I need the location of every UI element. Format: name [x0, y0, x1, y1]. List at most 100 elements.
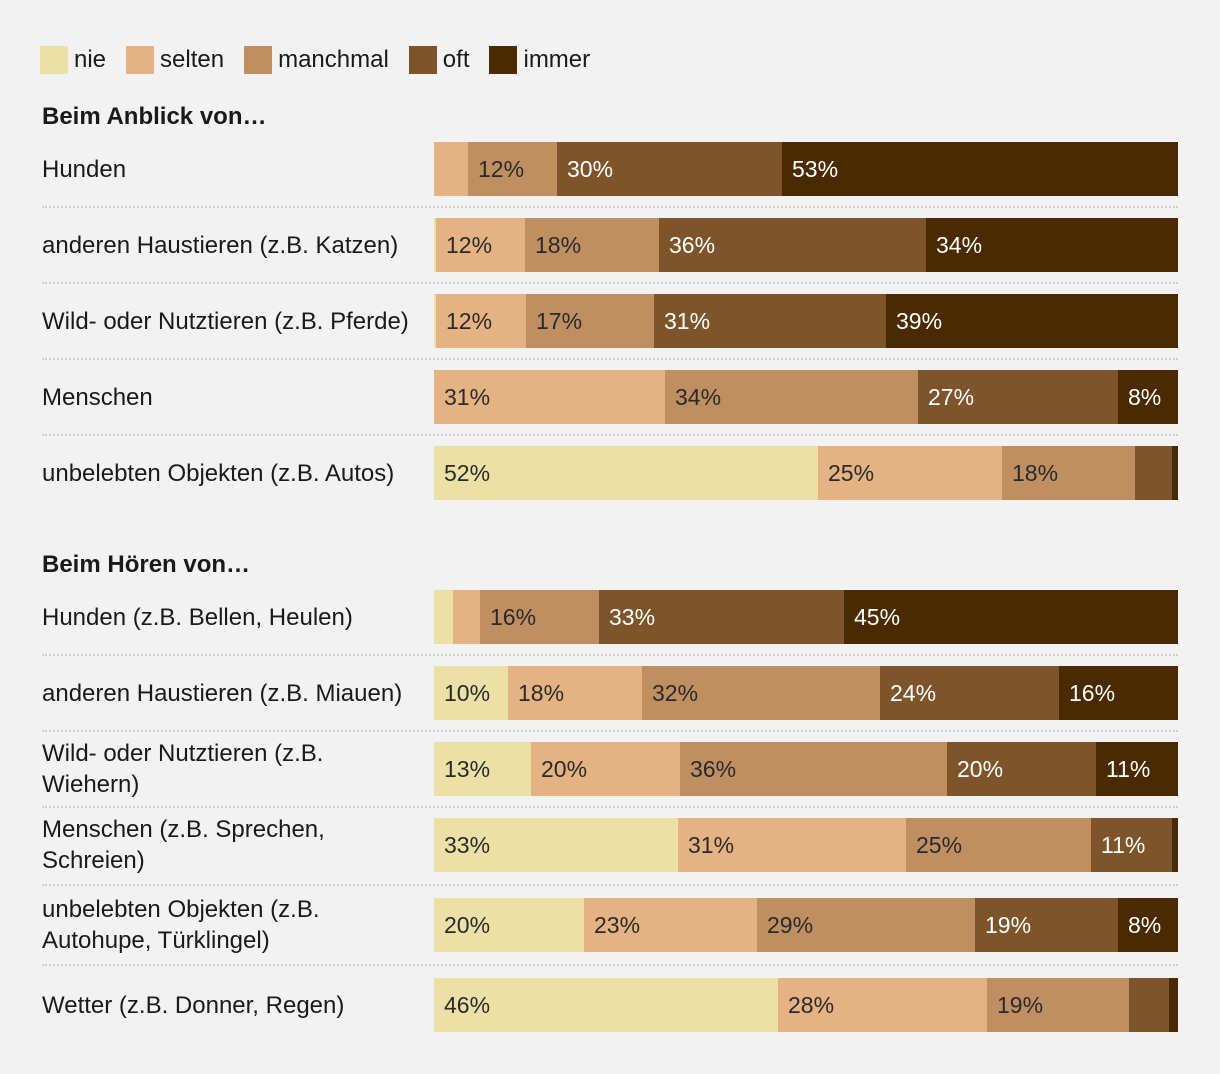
bar-segment-oft — [975, 898, 1118, 952]
bar-segment-selten — [436, 294, 526, 348]
segment-value-label: 18% — [1012, 460, 1059, 486]
row-separator — [42, 358, 1178, 360]
row-label: anderen Haustieren (z.B. Katzen) — [42, 231, 399, 259]
row-separator — [42, 206, 1178, 208]
legend-item-oft: oft — [408, 46, 469, 74]
segment-value-label: 19% — [997, 992, 1044, 1018]
bar-segment-nie — [434, 818, 678, 872]
bar-segment-manchmal — [525, 218, 659, 272]
stacked-bar: 46% 28% 19% — [434, 978, 1178, 1032]
row-separator — [42, 964, 1178, 966]
bar-segment-oft — [880, 666, 1059, 720]
segment-value-label: 20% — [541, 756, 588, 782]
segment-value-label: 34% — [936, 232, 983, 258]
bar-segment-manchmal — [665, 370, 918, 424]
stacked-bar: 13% 20% 36% 20% 11% — [434, 742, 1178, 796]
bar-segment-selten — [434, 142, 468, 196]
row-separator — [42, 282, 1178, 284]
bar-segment-immer — [1118, 898, 1178, 952]
row-label: Wild- oder Nutztieren (z.B. Pferde) — [42, 307, 409, 335]
bar-segment-manchmal — [468, 142, 557, 196]
row-separator — [42, 730, 1178, 732]
segment-value-label: 39% — [896, 308, 943, 334]
bar-segment-immer — [886, 294, 1178, 348]
legend-swatch-manchmal — [244, 46, 273, 74]
bar-segment-selten — [434, 370, 665, 424]
stacked-bar: 10% 18% 32% 24% 16% — [434, 666, 1178, 720]
bar-segment-manchmal — [680, 742, 947, 796]
segment-value-label: 32% — [652, 680, 699, 706]
segment-value-label: 12% — [446, 308, 493, 334]
row-label: Hunden — [42, 155, 127, 183]
bar-segment-immer — [926, 218, 1178, 272]
row-separator — [42, 434, 1178, 436]
stacked-bar: 12% 17% 31% 39% — [434, 294, 1178, 348]
segment-value-label: 53% — [792, 156, 839, 182]
bar-segment-immer — [1169, 978, 1178, 1032]
segment-value-label: 12% — [478, 156, 525, 182]
bar-segment-manchmal — [1002, 446, 1135, 500]
segment-value-label: 33% — [609, 604, 656, 630]
segment-value-label: 36% — [690, 756, 737, 782]
segment-value-label: 8% — [1128, 384, 1162, 410]
bar-segment-immer — [782, 142, 1178, 196]
segment-value-label: 34% — [675, 384, 722, 410]
segment-value-label: 23% — [594, 912, 641, 938]
bar-segment-nie — [434, 666, 508, 720]
bar-segment-manchmal — [757, 898, 975, 952]
bar-segment-selten — [531, 742, 680, 796]
segment-value-label: 8% — [1128, 912, 1162, 938]
segment-value-label: 13% — [444, 756, 491, 782]
segment-value-label: 18% — [535, 232, 582, 258]
bar-segment-manchmal — [526, 294, 654, 348]
row-label: Menschen (z.B. Sprechen, Schreien) — [42, 816, 325, 874]
segment-value-label: 20% — [444, 912, 491, 938]
segment-value-label: 25% — [828, 460, 875, 486]
segment-value-label: 25% — [916, 832, 963, 858]
bar-segment-selten — [436, 218, 525, 272]
stacked-bar: 12% 30% 53% — [434, 142, 1178, 196]
segment-value-label: 11% — [1101, 832, 1146, 858]
segment-value-label: 29% — [767, 912, 814, 938]
segment-value-label: 24% — [890, 680, 937, 706]
bar-segment-oft — [1129, 978, 1169, 1032]
segment-value-label: 46% — [444, 992, 491, 1018]
legend-item-selten: selten — [126, 46, 224, 74]
bar-segment-immer — [1172, 446, 1178, 500]
bar-segment-nie — [434, 742, 531, 796]
segment-value-label: 36% — [669, 232, 716, 258]
stacked-bar: 31% 34% 27% 8% — [434, 370, 1178, 424]
bar-segment-manchmal — [987, 978, 1129, 1032]
legend-item-manchmal: manchmal — [244, 46, 389, 74]
bar-segment-manchmal — [480, 590, 599, 644]
bar-segment-nie — [434, 218, 436, 272]
legend-item-immer: immer — [489, 46, 590, 74]
bar-segment-oft — [654, 294, 886, 348]
row-separator — [42, 806, 1178, 808]
row-label: Wetter (z.B. Donner, Regen) — [42, 991, 345, 1019]
bar-segment-oft — [557, 142, 782, 196]
segment-value-label: 11% — [1106, 756, 1151, 782]
row-label: Menschen — [42, 383, 153, 411]
row-label: anderen Haustieren (z.B. Miauen) — [42, 679, 403, 707]
segment-value-label: 33% — [444, 832, 491, 858]
bar-segment-oft — [1091, 818, 1172, 872]
segment-value-label: 27% — [928, 384, 975, 410]
bar-segment-immer — [1096, 742, 1178, 796]
stacked-bar: 52% 25% 18% — [434, 446, 1178, 500]
legend-swatch-selten — [126, 46, 155, 74]
stacked-bar: 16% 33% 45% — [434, 590, 1178, 644]
segment-value-label: 10% — [444, 680, 491, 706]
segment-value-label: 31% — [664, 308, 711, 334]
bar-segment-immer — [844, 590, 1178, 644]
bar-segment-selten — [778, 978, 987, 1032]
bar-segment-selten — [818, 446, 1002, 500]
bar-segment-nie — [434, 590, 453, 644]
segment-value-label: 18% — [518, 680, 565, 706]
bar-segment-oft — [1135, 446, 1172, 500]
bar-segment-manchmal — [906, 818, 1091, 872]
row-separator — [42, 654, 1178, 656]
group-title: Beim Anblick von… — [42, 103, 267, 130]
bar-segment-selten — [584, 898, 757, 952]
